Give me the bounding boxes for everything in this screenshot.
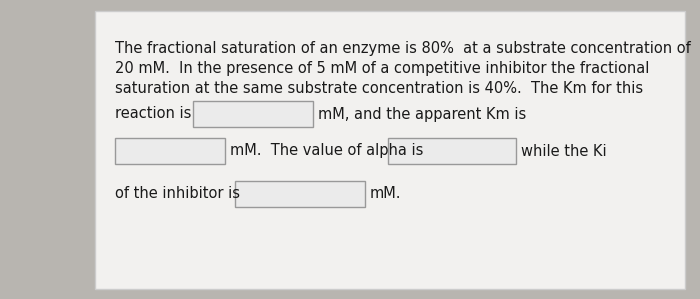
Text: saturation at the same substrate concentration is 40%.  The Km for this: saturation at the same substrate concent… xyxy=(115,81,643,96)
FancyBboxPatch shape xyxy=(193,101,313,127)
Text: while the Ki: while the Ki xyxy=(521,144,607,158)
FancyBboxPatch shape xyxy=(235,181,365,207)
Text: The fractional saturation of an enzyme is 80%  at a substrate concentration of: The fractional saturation of an enzyme i… xyxy=(115,41,691,56)
Text: mM.  The value of alpha is: mM. The value of alpha is xyxy=(230,144,424,158)
FancyBboxPatch shape xyxy=(95,11,685,289)
Text: mM.: mM. xyxy=(370,187,402,202)
Text: mM, and the apparent Km is: mM, and the apparent Km is xyxy=(318,106,526,121)
Text: reaction is: reaction is xyxy=(115,106,191,121)
FancyBboxPatch shape xyxy=(115,138,225,164)
FancyBboxPatch shape xyxy=(388,138,516,164)
Text: 20 mM.  In the presence of 5 mM of a competitive inhibitor the fractional: 20 mM. In the presence of 5 mM of a comp… xyxy=(115,61,650,76)
Text: of the inhibitor is: of the inhibitor is xyxy=(115,187,240,202)
